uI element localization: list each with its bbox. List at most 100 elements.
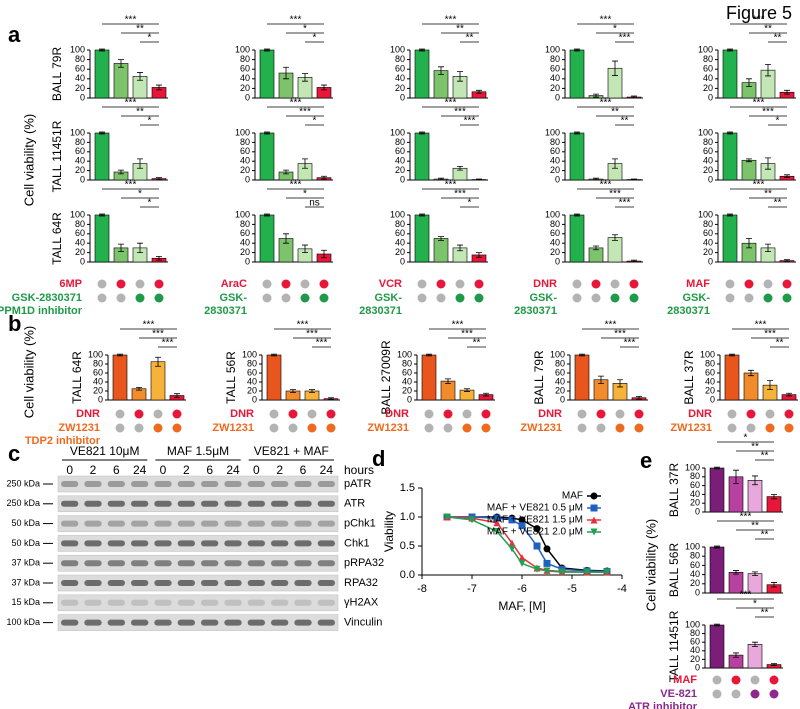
blot-band [317,481,335,487]
kda-marker: 250 kDa [6,498,40,508]
error-bar [714,466,720,470]
bar [741,159,757,181]
bar [259,132,275,181]
error-bar [727,131,733,135]
blot-band [61,481,79,487]
timepoint-label: 6 [300,463,307,477]
treatment-dot [300,279,310,289]
blot-band [61,599,79,606]
error-bar [476,178,482,181]
significance-label: * [613,24,617,35]
bar [574,354,590,401]
error-bar [746,238,752,249]
treatment-dot [769,689,779,699]
significance-label: *** [290,98,302,109]
blot-band [61,560,79,567]
treatment-dot [262,293,272,303]
y-tick-label: 40 [247,376,257,386]
blot-band [271,540,289,547]
error-bar [631,178,637,181]
data-point [558,568,566,576]
data-point [508,516,516,524]
significance-label: *** [609,189,621,200]
row-label: BALL 79R [50,47,64,102]
inhibitor-label: 2830371 [514,305,557,317]
treatment-dot [474,279,484,289]
error-bar [302,73,308,82]
treatment-dot [577,409,587,419]
error-bar [137,158,143,169]
error-bar [598,375,604,384]
significance-label: ** [764,24,772,35]
treatment-dot [577,423,587,433]
blot-band [177,580,195,586]
y-tick-label: 1.5 [400,482,415,494]
y-tick-label: 60 [240,146,250,156]
treatment-dot [744,293,754,303]
y-tick-label: 80 [395,219,405,229]
error-bar [752,475,758,486]
y-tick-label: 80 [550,54,560,64]
blot-band [201,599,219,606]
legend-marker [590,516,598,524]
blot-band [154,580,172,586]
y-tick-label: 0 [708,256,713,266]
data-point [583,568,591,576]
error-bar [765,64,771,77]
y-tick-label: 20 [240,165,250,175]
blot-band [201,619,219,626]
error-bar [714,623,720,627]
y-tick-label: 0 [555,174,560,184]
error-bar [748,369,754,377]
treatment-dot [765,423,775,433]
treatment-dot [172,423,182,433]
treatment-dot [610,279,620,289]
significance-label: *** [125,98,137,109]
treatment-dot [750,675,760,685]
significance-label: * [468,198,472,209]
timepoint-label: 0 [66,463,73,477]
blot-band [294,540,312,547]
treatment-dot [443,423,453,433]
error-bar [99,131,105,135]
chart-label: BALL 79R [532,350,546,405]
bar [709,624,725,669]
significance-label: ** [136,24,144,35]
y-tick-label: 100 [700,349,715,359]
y-tick-label: 40 [690,489,700,499]
blot-band [107,580,125,586]
blot-strip [57,515,339,532]
treatment-dot [326,409,336,419]
error-bar [264,213,270,217]
blot-band [61,500,79,507]
treatment-dot [763,293,773,303]
blot-band [177,500,195,507]
treatment-dot [115,409,125,419]
blot-band [201,520,219,527]
y-tick-label: 100 [235,127,250,137]
bar [113,63,129,99]
error-bar [593,93,599,98]
treatment-dot [727,409,737,419]
y-tick-label: 40 [550,73,560,83]
blot-band [247,481,265,487]
y-tick-label: 40 [550,238,560,248]
inhibitor-label: TDP2 inhibitor [25,435,101,447]
y-tick-label: 40 [690,645,700,655]
y-tick-label: 20 [395,165,405,175]
y-tick-label: 100 [545,127,560,137]
error-bar [631,95,637,99]
y-tick-label: 60 [550,228,560,238]
significance-label: * [776,116,780,127]
error-bar [283,169,289,175]
treatment-dot [424,409,434,419]
time-unit-label: hours [344,463,374,477]
bar [440,380,456,401]
y-tick-label: 80 [395,137,405,147]
bar [709,467,725,513]
error-bar [729,353,735,357]
significance-label: ** [611,107,619,118]
y-axis-label: Cell viability (%) [21,114,36,206]
legend-marker [590,492,598,500]
significance-label: ** [774,33,782,44]
